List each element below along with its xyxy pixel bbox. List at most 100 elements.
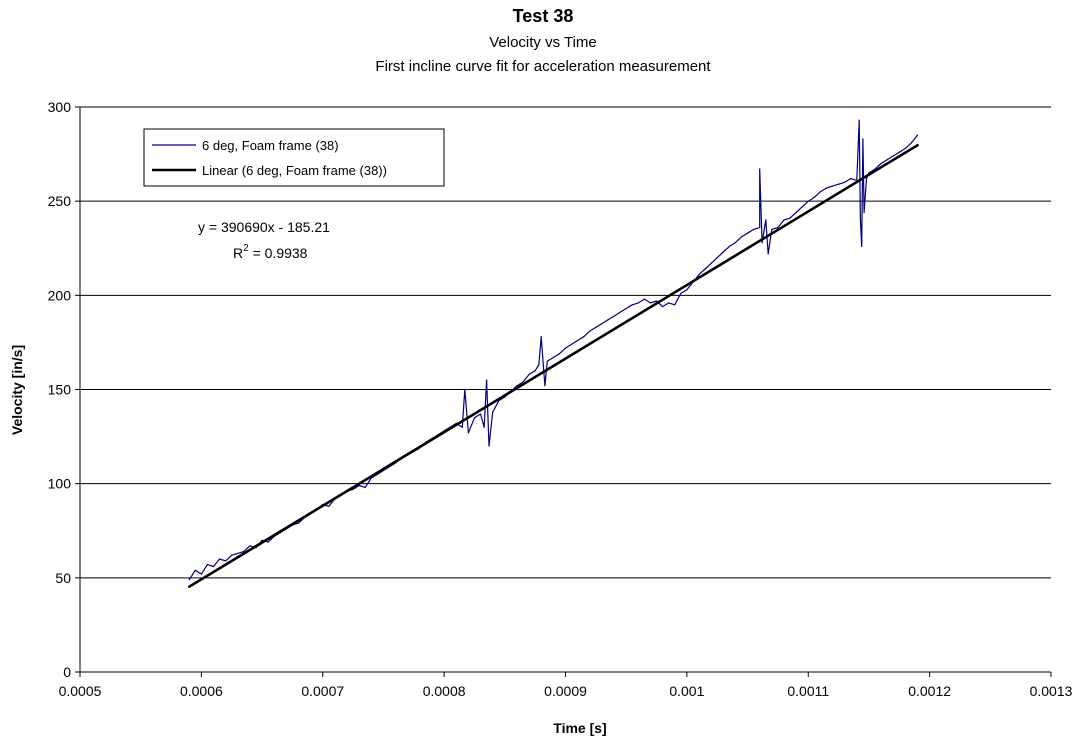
data-point	[577, 339, 579, 342]
data-point	[267, 541, 269, 543]
data-point	[619, 311, 621, 313]
data-point	[631, 304, 633, 306]
data-point	[637, 302, 639, 304]
data-point	[746, 232, 749, 234]
y-tick-label: 250	[48, 193, 72, 209]
data-point	[206, 564, 209, 566]
y-axis-label: Velocity [in/s]	[9, 345, 25, 435]
x-tick-label: 0.0008	[423, 683, 466, 699]
chart-subtitle-2: First incline curve fit for acceleration…	[375, 58, 711, 75]
data-point	[483, 426, 485, 428]
data-point	[759, 168, 761, 170]
data-point	[607, 319, 609, 321]
y-tick-label: 0	[63, 664, 71, 680]
data-point	[194, 569, 196, 571]
data-point	[601, 322, 603, 325]
data-point	[237, 552, 239, 554]
data-point	[795, 211, 797, 214]
series	[187, 119, 919, 588]
data-point	[595, 326, 597, 328]
data-point	[643, 298, 645, 300]
data-point	[546, 360, 548, 362]
data-point	[528, 373, 530, 376]
data-point	[710, 262, 712, 264]
legend-box	[143, 128, 445, 187]
data-point	[589, 330, 591, 332]
data-point	[898, 151, 900, 153]
chart-subtitle: Velocity vs Time	[489, 34, 597, 51]
data-point	[886, 159, 888, 161]
data-point	[910, 142, 913, 144]
data-point	[674, 304, 676, 306]
data-point	[861, 245, 863, 247]
data-point	[759, 226, 761, 229]
x-tick-label: 0.0009	[544, 683, 587, 699]
data-point	[558, 353, 561, 355]
data-point	[819, 191, 821, 193]
y-tick-label: 50	[55, 570, 71, 586]
data-point	[837, 183, 840, 185]
data-point	[583, 336, 585, 338]
legend-label-linear: Linear (6 deg, Foam frame (38))	[202, 163, 387, 178]
data-point	[212, 565, 215, 568]
data-point	[540, 336, 542, 338]
data-point	[862, 138, 864, 140]
data-point	[200, 573, 202, 575]
data-point	[740, 236, 743, 238]
data-point	[243, 550, 245, 553]
data-point	[534, 370, 536, 372]
data-point	[777, 226, 779, 229]
data-point	[552, 356, 554, 359]
data-point	[473, 417, 476, 419]
r-squared: R2 = 0.9938	[233, 243, 308, 261]
data-point	[467, 432, 469, 434]
y-tick-label: 200	[48, 287, 72, 303]
y-tick-label: 150	[48, 382, 72, 398]
data-point	[904, 147, 906, 150]
data-point	[464, 388, 466, 391]
data-point	[516, 385, 518, 387]
gridlines	[80, 106, 1051, 579]
data-point	[218, 558, 221, 560]
x-tick-label: 0.0005	[59, 683, 102, 699]
data-point	[716, 257, 718, 259]
data-point	[850, 177, 852, 180]
data-point	[486, 379, 488, 381]
data-point	[261, 539, 263, 541]
data-point	[188, 579, 190, 581]
data-point	[753, 228, 755, 231]
data-point	[364, 486, 366, 489]
data-point	[761, 242, 763, 244]
data-point	[865, 177, 868, 180]
data-point	[844, 181, 846, 183]
trendline-equation: y = 390690x - 185.21	[198, 219, 330, 235]
data-point	[625, 307, 627, 310]
data-point	[825, 187, 828, 189]
data-point	[734, 242, 737, 244]
data-point	[686, 289, 688, 291]
x-tick-label: 0.0011	[787, 683, 829, 699]
x-tick-label: 0.0012	[908, 683, 951, 699]
series-line-linear-fit	[187, 143, 919, 588]
y-tick-label: 300	[48, 99, 72, 115]
data-point	[662, 306, 664, 308]
data-point	[880, 162, 882, 165]
data-point	[728, 245, 730, 247]
data-point	[813, 196, 815, 198]
data-point	[863, 211, 865, 214]
data-point	[892, 155, 894, 157]
y-tick-label: 100	[48, 476, 72, 492]
data-point	[859, 219, 862, 221]
data-point	[297, 522, 300, 524]
data-point	[488, 445, 490, 447]
data-point	[858, 119, 860, 121]
data-point	[801, 206, 803, 208]
data-point	[613, 315, 615, 317]
data-point	[680, 292, 682, 295]
data-point	[231, 554, 233, 556]
data-point	[807, 200, 809, 202]
data-point	[225, 560, 227, 562]
x-tick-label: 0.0006	[180, 683, 223, 699]
